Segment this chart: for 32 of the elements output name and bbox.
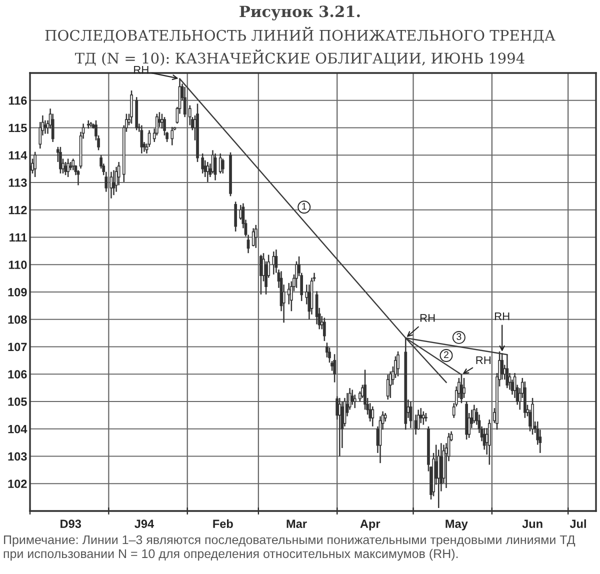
chart-subtitle: ПОСЛЕДОВАТЕЛЬНОСТЬ ЛИНИЙ ПОНИЖАТЕЛЬНОГО ТРЕНДА ТД (N = 10): КАЗНАЧЕЙСКИЕ ОБЛИГАЦИИ, ИЮНЬ 1994 [45, 26, 556, 66]
x-tick-label: Jul [570, 519, 586, 528]
annotation: RH [476, 356, 491, 364]
x-tick-label: Feb [213, 519, 233, 528]
text: Примечание: Линии 1–3 являются последовательными понижательными трендовыми линиями ТД при использовании N = 10 для определения относительных максимумов (RH). [4, 535, 576, 561]
annotation: RH [134, 66, 148, 74]
y-tick-label: 111 [10, 233, 27, 242]
y-tick-label: 103 [8, 452, 27, 461]
annotation: RH [494, 312, 510, 320]
y-tick-label: 108 [8, 315, 27, 324]
annotation: 1 [302, 202, 306, 210]
chart-title: Рисунок 3.21. [240, 6, 360, 20]
x-tick-label: D93 [60, 520, 82, 528]
y-tick-label: 112 [8, 206, 27, 214]
x-tick-label: Jun [522, 520, 542, 528]
x-tick-label: Mar [286, 520, 307, 528]
x-tick-label: J94 [134, 520, 154, 528]
y-tick-label: 113 [8, 178, 27, 187]
y-tick-label: 110 [8, 260, 27, 270]
y-tick-label: 102 [8, 480, 27, 488]
y-tick-label: 114 [8, 151, 28, 160]
x-tick-label: May [446, 520, 468, 530]
y-tick-label: 115 [8, 124, 27, 132]
y-tick-label: 104 [8, 424, 28, 434]
x-tick-label: Apr [360, 520, 380, 530]
annotation: 2 [444, 351, 448, 358]
y-tick-label: 107 [8, 342, 27, 352]
annotation: 3 [456, 333, 462, 340]
y-tick-label: 116 [8, 96, 27, 105]
y-tick-label: 105 [8, 398, 27, 406]
y-tick-label: 109 [8, 288, 27, 296]
y-tick-label: 106 [8, 370, 27, 379]
